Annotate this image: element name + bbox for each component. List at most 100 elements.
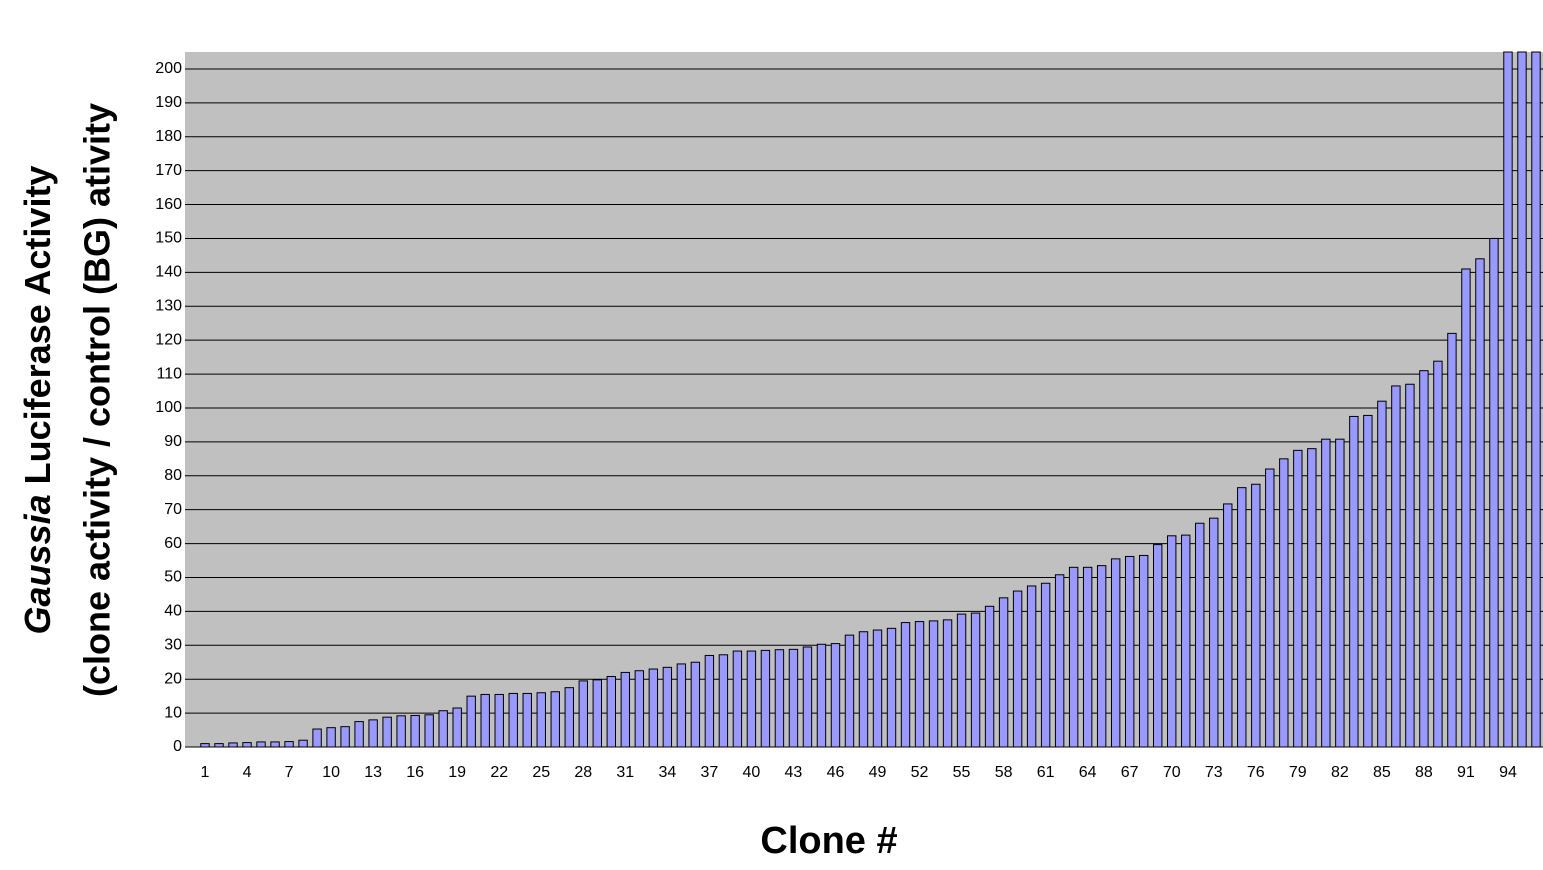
y-tick-label: 110	[156, 365, 182, 382]
bar	[1040, 582, 1051, 748]
y-tick-label: 170	[155, 162, 182, 179]
bar	[928, 620, 939, 748]
bar	[522, 692, 532, 748]
bar	[648, 668, 659, 748]
x-tick-label: 49	[869, 764, 887, 781]
y-tick-label: 190	[155, 94, 182, 111]
bar	[452, 707, 462, 748]
y-tick-label: 160	[155, 196, 182, 213]
bar	[242, 742, 252, 748]
bar	[1124, 555, 1135, 748]
bar	[550, 691, 560, 748]
bar	[914, 621, 925, 748]
x-tick-label: 16	[406, 764, 424, 781]
bar	[1138, 554, 1149, 748]
bar	[326, 727, 336, 748]
x-tick-label: 64	[1079, 764, 1097, 781]
x-tick-label: 40	[743, 764, 761, 781]
bar	[634, 670, 645, 748]
bar	[1489, 237, 1499, 748]
bar	[690, 661, 701, 748]
y-tick-label: 180	[155, 128, 182, 145]
bar	[732, 650, 743, 748]
bar	[886, 627, 897, 748]
x-tick-label: 73	[1205, 764, 1223, 781]
bar	[1237, 487, 1247, 748]
y-tick-label: 60	[164, 535, 182, 552]
bar	[606, 675, 617, 748]
bar	[410, 714, 420, 748]
bar	[1026, 585, 1037, 748]
bar	[354, 721, 364, 748]
bar	[774, 649, 785, 748]
bar	[1265, 468, 1275, 748]
bar	[382, 716, 392, 748]
bar	[1223, 503, 1233, 748]
y-axis-title-line2: (clone activity / control (BG) ativity	[77, 103, 118, 697]
bar	[802, 646, 813, 748]
bar	[564, 687, 574, 748]
bar	[942, 619, 953, 748]
x-tick-label: 25	[532, 764, 550, 781]
x-tick-label: 34	[658, 764, 676, 781]
x-tick-label: 37	[700, 764, 718, 781]
x-tick-label: 76	[1247, 764, 1265, 781]
bar	[214, 743, 224, 748]
y-tick-label: 30	[164, 637, 182, 654]
x-tick-label: 55	[953, 764, 971, 781]
y-tick-label: 100	[155, 399, 182, 416]
x-tick-label: 85	[1373, 764, 1391, 781]
bar	[970, 612, 981, 748]
y-tick-label: 50	[164, 569, 182, 586]
bar	[1391, 385, 1401, 748]
bar	[718, 654, 729, 748]
bar	[284, 741, 294, 748]
bar	[1279, 458, 1289, 748]
bar	[256, 741, 266, 748]
bar	[312, 728, 322, 748]
x-tick-label: 94	[1499, 764, 1517, 781]
bar	[480, 693, 490, 748]
x-tick-label: 46	[827, 764, 845, 781]
bar	[1012, 590, 1023, 748]
bar	[1321, 438, 1331, 748]
bar	[1503, 51, 1513, 748]
bar	[1433, 360, 1443, 748]
bar	[872, 629, 883, 748]
x-tick-label: 79	[1289, 764, 1307, 781]
y-axis-title: Gaussia Luciferase Activity	[17, 166, 58, 635]
bar	[1181, 534, 1191, 748]
bar	[1293, 449, 1303, 748]
plot-area	[185, 52, 1543, 747]
bar	[1167, 535, 1177, 748]
y-tick-label: 130	[155, 297, 182, 314]
bar	[1082, 566, 1093, 748]
x-tick-label: 82	[1331, 764, 1349, 781]
bar	[844, 634, 855, 748]
bar	[396, 715, 406, 748]
bar	[746, 650, 757, 748]
bar	[1419, 370, 1429, 748]
bar	[788, 648, 799, 748]
bar	[200, 743, 210, 748]
bar	[438, 710, 448, 748]
x-tick-label: 52	[911, 764, 929, 781]
bar	[858, 631, 869, 748]
bar	[1475, 258, 1485, 748]
bar	[662, 666, 673, 748]
bar	[1307, 448, 1317, 748]
bar	[578, 680, 588, 748]
bar	[1517, 51, 1527, 748]
y-tick-label: 150	[155, 230, 182, 247]
bar	[1195, 522, 1205, 748]
bar	[816, 643, 827, 748]
bar	[1335, 438, 1345, 748]
x-tick-label: 7	[285, 764, 294, 781]
bar	[1461, 268, 1471, 748]
bar	[368, 719, 378, 748]
bar	[1251, 483, 1261, 748]
bar	[1531, 51, 1541, 748]
bar	[830, 643, 841, 748]
y-tick-label: 10	[164, 704, 182, 721]
y-tick-label: 120	[155, 331, 182, 348]
